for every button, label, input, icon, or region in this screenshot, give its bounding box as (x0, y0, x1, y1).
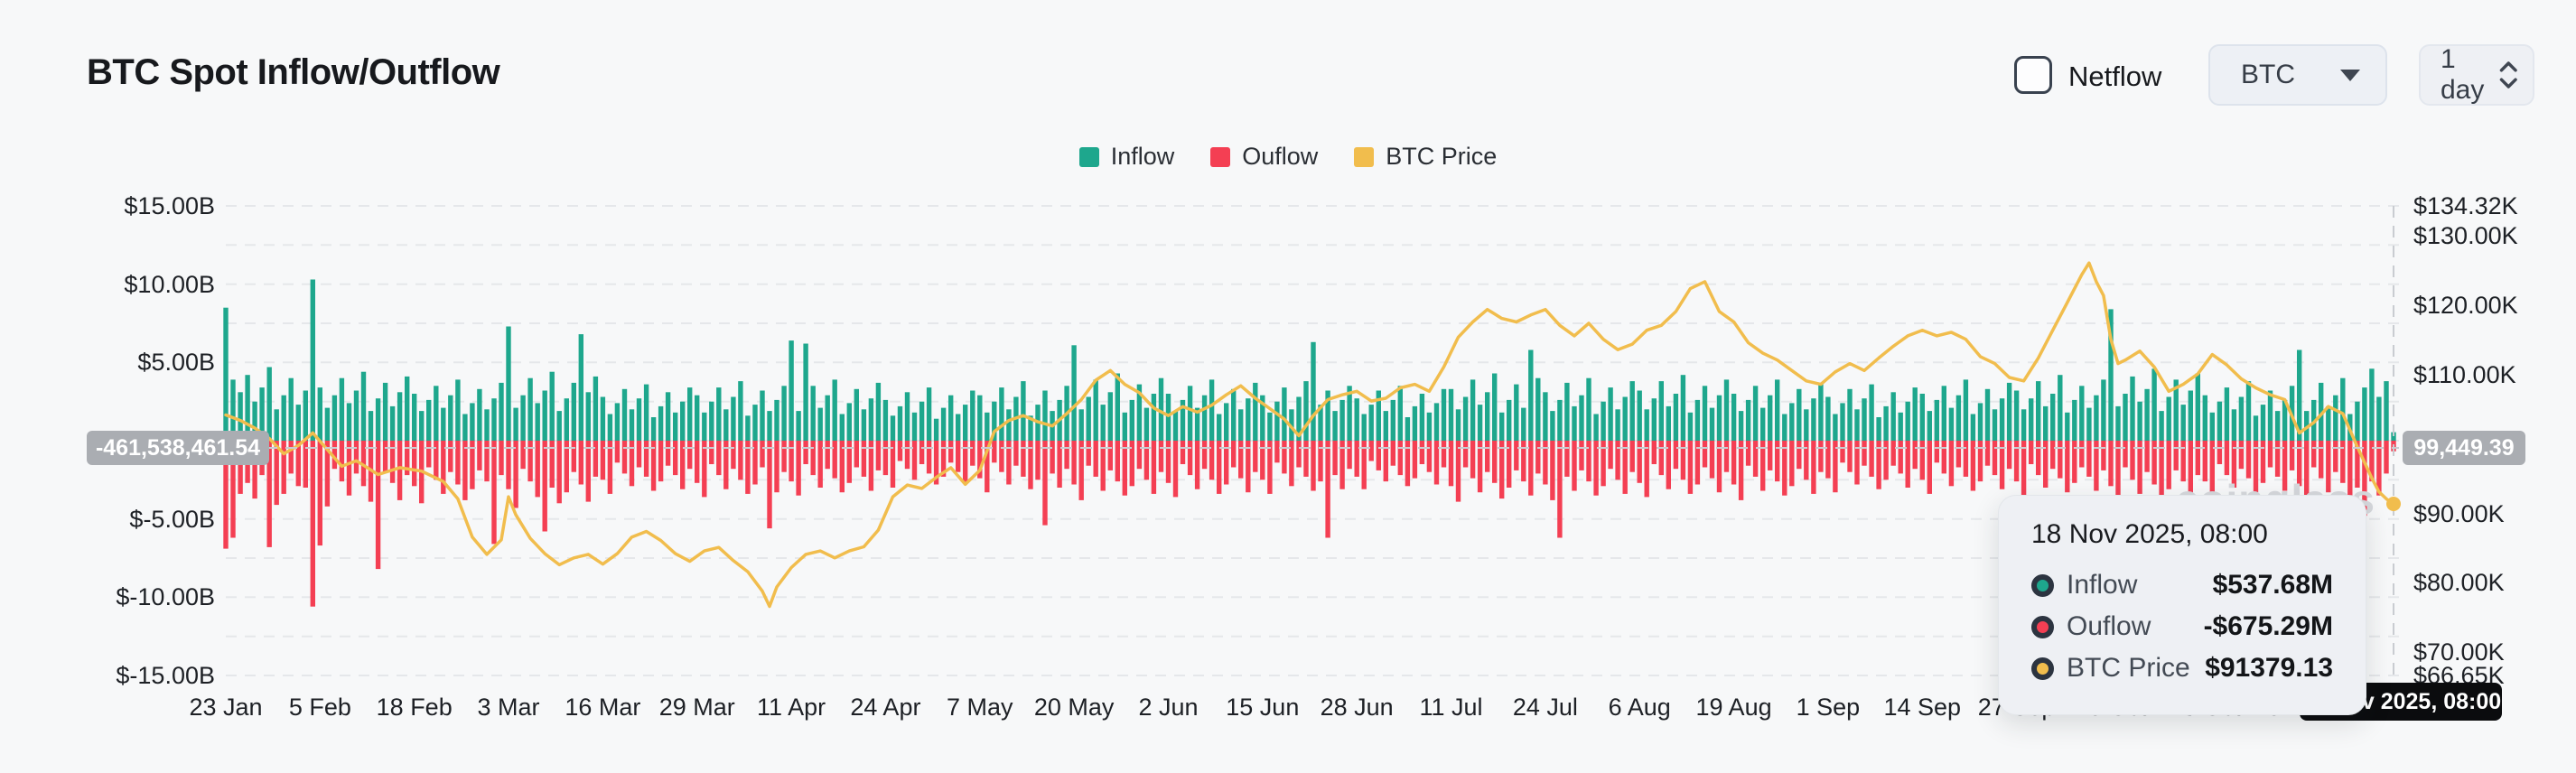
x-axis-tick: 2 Jun (1138, 694, 1199, 721)
netflow-checkbox-label[interactable]: Netflow (2068, 61, 2162, 92)
btc-price-swatch-icon (1354, 146, 1375, 167)
x-axis-tick: 7 May (947, 694, 1013, 721)
outflow-bars (223, 441, 2396, 607)
right-axis-tick: $134.32K (2413, 192, 2518, 219)
crosshair (226, 206, 2399, 681)
chart-tooltip: 18 Nov 2025, 08:00 Inflow $537.68M Ouflo… (1998, 495, 2366, 715)
right-axis-tick: $130.00K (2413, 222, 2518, 250)
legend-item-btc-price[interactable]: BTC Price (1354, 143, 1497, 171)
legend-item-inflow[interactable]: Inflow (1078, 143, 1175, 171)
x-axis-tick: 15 Jun (1226, 694, 1300, 721)
right-axis-tick: $120.00K (2413, 292, 2518, 320)
chart-legend: Inflow Ouflow BTC Price (0, 143, 2576, 171)
left-axis-tick: $-5.00B (129, 505, 215, 533)
legend-label-inflow: Inflow (1110, 143, 1175, 170)
right-axis-tick: $90.00K (2413, 499, 2505, 527)
x-axis-tick: 24 Apr (850, 694, 921, 721)
x-axis-tick: 3 Mar (477, 694, 540, 721)
btc-price-line (224, 261, 2395, 609)
x-axis-tick: 19 Aug (1695, 694, 1772, 721)
outflow-swatch-icon (1210, 146, 1231, 167)
left-axis-tick: $-15.00B (116, 662, 215, 689)
interval-select-value: 1 day (2441, 44, 2485, 105)
inflow-swatch-icon (1078, 146, 1099, 167)
right-axis-tick: $110.00K (2413, 360, 2516, 388)
x-axis-tick: 1 Sep (1796, 694, 1861, 721)
outflow-marker-icon (2031, 615, 2054, 638)
coin-select-value: BTC (2241, 60, 2295, 89)
tooltip-row-btc-price: BTC Price $91379.13 (2031, 653, 2333, 684)
x-axis-tick: 28 Jun (1320, 694, 1394, 721)
tooltip-date: 18 Nov 2025, 08:00 (2031, 519, 2268, 549)
left-axis-tick: $5.00B (137, 349, 215, 377)
right-axis-tick: $70.00K (2413, 638, 2505, 666)
x-axis-tick: 20 May (1033, 694, 1115, 721)
coin-select[interactable]: BTC (2208, 44, 2387, 106)
interval-select[interactable]: 1 day (2419, 44, 2534, 106)
right-axis-tick: $80.00K (2413, 569, 2505, 597)
inflow-marker-icon (2031, 573, 2054, 597)
last-price-dot (2386, 497, 2401, 511)
netflow-checkbox[interactable] (2014, 56, 2052, 94)
chevron-down-icon (2340, 69, 2360, 81)
left-axis-tick: $-10.00B (116, 583, 215, 611)
crosshair-right-axis-badge: 99,449.39 (2403, 431, 2525, 465)
tooltip-row-outflow: Ouflow -$675.29M (2031, 611, 2333, 642)
x-axis-tick: 11 Apr (757, 694, 826, 721)
legend-item-outflow[interactable]: Ouflow (1210, 143, 1318, 171)
x-axis-tick: 29 Mar (658, 694, 735, 721)
x-axis-tick: 11 Jul (1419, 694, 1483, 721)
x-axis-tick: 18 Feb (376, 694, 453, 721)
x-axis-tick: 5 Feb (288, 694, 351, 721)
legend-label-outflow: Ouflow (1242, 143, 1319, 170)
select-spinner-icon (2499, 61, 2517, 88)
left-axis-tick: $15.00B (124, 192, 215, 219)
tooltip-row-inflow: Inflow $537.68M (2031, 570, 2333, 601)
x-axis-tick: 6 Aug (1608, 694, 1671, 721)
x-axis-tick: 23 Jan (189, 694, 263, 721)
crosshair-left-axis-badge: -461,538,461.54 (87, 431, 269, 465)
page-title: BTC Spot Inflow/Outflow (87, 52, 500, 92)
x-axis-tick: 14 Sep (1883, 694, 1962, 721)
btc-price-marker-icon (2031, 657, 2054, 680)
legend-label-btc-price: BTC Price (1386, 143, 1498, 170)
x-axis-tick: 24 Jul (1512, 694, 1578, 721)
x-axis-tick: 16 Mar (565, 694, 641, 721)
inflow-bars (223, 279, 2396, 441)
left-axis-tick: $10.00B (124, 270, 215, 298)
